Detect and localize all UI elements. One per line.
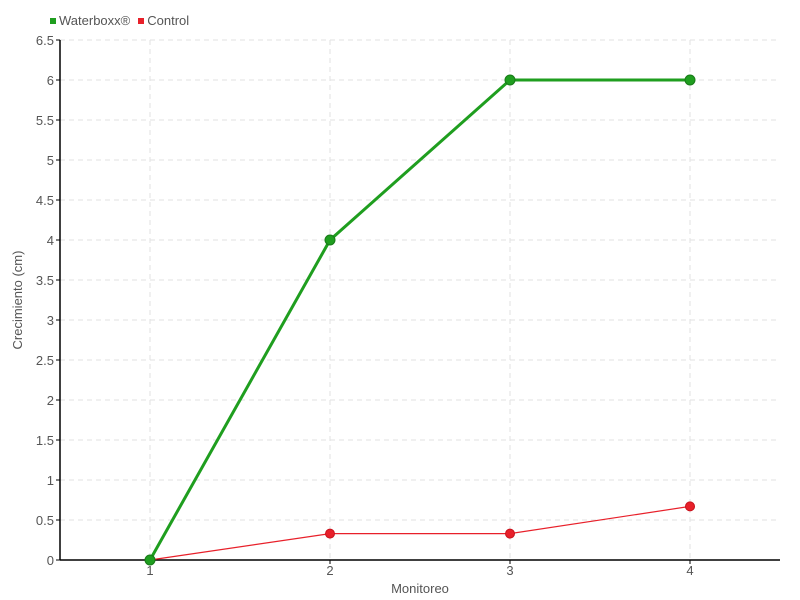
x-tick-label: 4 [686, 563, 693, 578]
y-tick-label: 6.5 [36, 33, 54, 48]
y-axis-label: Crecimiento (cm) [10, 251, 25, 350]
x-tick-label: 2 [326, 563, 333, 578]
y-tick-label: 3 [47, 313, 54, 328]
legend-swatch-control [138, 17, 145, 24]
y-tick-label: 3.5 [36, 273, 54, 288]
data-point-control [325, 528, 335, 539]
data-point-control [685, 501, 695, 512]
y-tick-label: 6 [47, 73, 54, 88]
y-tick-label: 2 [47, 393, 54, 408]
x-tick-label: 1 [146, 563, 153, 578]
y-tick-label: 0.5 [36, 513, 54, 528]
x-tick-label: 3 [506, 563, 513, 578]
y-tick-label: 0 [47, 553, 54, 568]
y-tick-label: 1 [47, 473, 54, 488]
series-line-control [149, 505, 691, 561]
data-point-control [505, 528, 515, 539]
y-tick-label: 5.5 [36, 113, 54, 128]
y-tick-label: 2.5 [36, 353, 54, 368]
data-point-waterboxx [324, 234, 336, 246]
series-line-waterboxx [148, 78, 690, 561]
legend: Waterboxx® Control [50, 13, 193, 28]
legend-item-waterboxx[interactable]: Waterboxx® [50, 13, 130, 28]
legend-label-waterboxx: Waterboxx® [59, 13, 131, 28]
data-point-waterboxx [144, 554, 156, 566]
legend-label-control: Control [147, 13, 190, 28]
y-tick-label: 4 [47, 233, 54, 248]
y-tick-label: 4.5 [36, 193, 54, 208]
y-tick-label: 5 [47, 153, 54, 168]
y-tick-label: 1.5 [36, 433, 54, 448]
legend-swatch-waterboxx [50, 17, 56, 24]
legend-item-control[interactable]: Control [138, 13, 189, 28]
x-axis-label: Monitoreo [391, 581, 449, 596]
data-point-waterboxx [684, 74, 696, 86]
data-point-waterboxx [504, 74, 516, 86]
